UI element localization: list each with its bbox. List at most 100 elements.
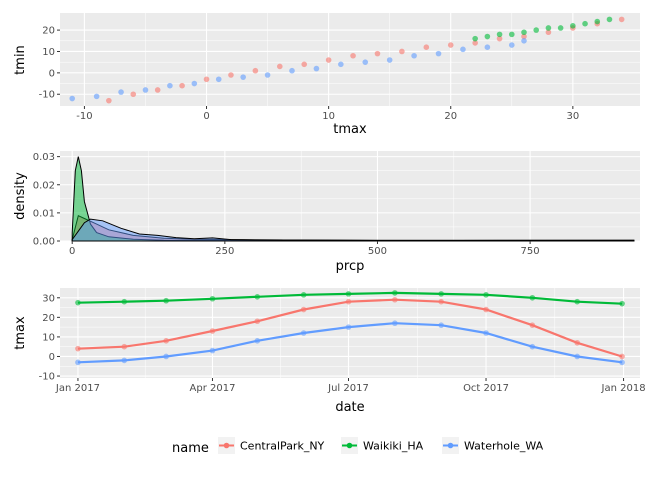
x-tick-label: Jan 2018 — [601, 383, 646, 394]
point-centralpark-ny — [496, 35, 503, 42]
legend-items: CentralPark_NY Waikiki_HA Waterhole_WA — [218, 437, 544, 454]
y-tick-label: 0.02 — [33, 180, 55, 191]
smooth-line-waterhole-wa — [77, 322, 623, 364]
legend-item-centralpark-ny: CentralPark_NY — [218, 437, 325, 454]
point-centralpark-ny — [325, 57, 332, 63]
point-waikiki-ha — [508, 31, 515, 38]
point-waikiki-ha — [594, 18, 601, 25]
point-centralpark-ny — [228, 72, 234, 78]
panel3-y-ticks: -10 0 10 20 30 — [39, 293, 60, 383]
x-tick-label: Oct 2017 — [463, 383, 509, 394]
y-tick-label: 0 — [49, 352, 55, 363]
point-centralpark-ny — [203, 76, 210, 83]
x-tick-label: Jan 2017 — [55, 383, 100, 394]
x-tick-label: 0 — [203, 111, 209, 122]
panel3-x-ticks: Jan 2017 Apr 2017 Jul 2017 Oct 2017 Jan 2018 — [55, 378, 646, 394]
point-waterhole-wa — [362, 59, 369, 65]
point-waterhole-wa — [215, 76, 222, 83]
y-tick-label: 10 — [42, 47, 55, 58]
point-waterhole-wa — [521, 37, 527, 44]
point-waterhole-wa — [142, 87, 149, 93]
y-tick-label: -10 — [39, 372, 55, 383]
x-tick-label: Apr 2017 — [190, 383, 236, 394]
point-waterhole-wa — [93, 93, 100, 100]
x-tick-label: Jul 2017 — [327, 383, 369, 394]
y-tick-label: 10 — [42, 332, 55, 343]
panel1-x-ticks: -10 0 10 20 30 — [76, 106, 579, 122]
y-tick-label: 20 — [42, 26, 55, 37]
panel2-grid — [60, 151, 640, 242]
point-centralpark-ny — [276, 63, 283, 70]
point-centralpark-ny — [374, 50, 381, 57]
point-centralpark-ny — [154, 87, 161, 93]
point-centralpark-ny — [545, 29, 552, 36]
point-waterhole-wa — [264, 72, 271, 78]
panel3-x-axis-title: date — [335, 400, 364, 415]
x-tick-label: 250 — [215, 246, 234, 257]
point-waikiki-ha — [521, 29, 527, 36]
legend-label: CentralPark_NY — [240, 440, 325, 453]
point-waterhole-wa — [191, 80, 198, 87]
point-centralpark-ny — [447, 42, 454, 48]
panel2-y-ticks: 0.00 0.01 0.02 0.03 — [33, 152, 60, 248]
y-tick-label: 20 — [42, 313, 55, 324]
point-waikiki-ha — [533, 27, 540, 33]
point-centralpark-ny — [130, 91, 137, 98]
y-tick-label: 0.01 — [33, 208, 55, 219]
panel2-x-ticks: 0 250 500 750 — [69, 241, 540, 257]
point-centralpark-ny — [301, 61, 308, 68]
point-waikiki-ha — [606, 16, 613, 23]
point-waikiki-ha — [496, 31, 503, 38]
legend: name CentralPark_NY Waikiki_HA Waterhole_W… — [172, 437, 544, 456]
legend-item-waikiki-ha: Waikiki_HA — [341, 437, 424, 454]
x-tick-label: 0 — [69, 246, 75, 257]
point-waterhole-wa — [240, 74, 246, 80]
y-tick-label: 0.00 — [33, 237, 55, 248]
panel2-marks — [71, 156, 635, 242]
smooth-line-waikiki-ha — [77, 291, 623, 305]
point-centralpark-ny — [521, 33, 527, 40]
legend-item-waterhole-wa: Waterhole_WA — [442, 437, 544, 454]
point-centralpark-ny — [179, 82, 185, 89]
panel2-x-axis-title: prcp — [336, 259, 365, 274]
legend-key-point — [346, 442, 353, 449]
point-centralpark-ny — [472, 40, 478, 46]
panel1-marks — [69, 16, 625, 104]
x-tick-label: 750 — [521, 246, 540, 257]
point-waterhole-wa — [460, 46, 466, 53]
panel1-y-ticks: -10 0 10 20 — [39, 26, 60, 101]
x-tick-label: -10 — [76, 111, 92, 122]
point-waterhole-wa — [508, 42, 515, 48]
legend-key-point — [223, 442, 230, 449]
point-waterhole-wa — [289, 67, 295, 74]
point-waikiki-ha — [570, 23, 576, 29]
point-waterhole-wa — [484, 44, 491, 51]
point-waikiki-ha — [545, 25, 552, 31]
point-waterhole-wa — [338, 61, 344, 68]
y-tick-label: -10 — [39, 90, 55, 101]
panel-tmin-vs-tmax: -10 0 10 20 30 -10 0 10 20 tmax tmin — [13, 13, 640, 137]
panel3-marks — [75, 290, 625, 366]
x-tick-label: 10 — [322, 111, 335, 122]
panel1-x-axis-title: tmax — [333, 122, 367, 137]
y-tick-label: 0.03 — [33, 152, 55, 163]
point-waterhole-wa — [313, 65, 320, 72]
point-waterhole-wa — [69, 95, 76, 102]
x-tick-label: 30 — [566, 111, 579, 122]
point-waikiki-ha — [484, 33, 491, 40]
point-waikiki-ha — [472, 35, 478, 42]
point-centralpark-ny — [423, 44, 430, 51]
density-area-waterhole-wa — [71, 218, 635, 242]
point-waterhole-wa — [118, 89, 124, 95]
point-centralpark-ny — [350, 52, 356, 59]
point-waterhole-wa — [435, 50, 442, 57]
point-waikiki-ha — [582, 20, 588, 27]
panel-tmax-vs-date: Jan 2017 Apr 2017 Jul 2017 Oct 2017 Jan 2018… — [13, 288, 646, 415]
point-centralpark-ny — [618, 16, 625, 23]
legend-label: Waikiki_HA — [363, 440, 424, 453]
panel1-y-axis-title: tmin — [13, 45, 28, 75]
panel-density-vs-prcp: 0 250 500 750 0.00 0.01 0.02 0.03 prcp density — [13, 151, 640, 274]
x-tick-label: 20 — [444, 111, 457, 122]
panel3-y-axis-title: tmax — [13, 316, 28, 350]
